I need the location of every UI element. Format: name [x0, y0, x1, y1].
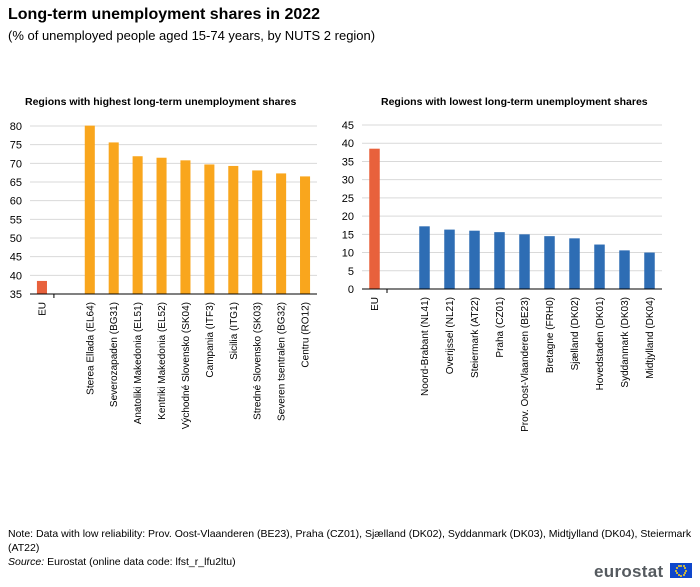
x-category-label: Kentriki Makedonia (EL52)	[157, 302, 168, 420]
page-subtitle: (% of unemployed people aged 15-74 years…	[8, 28, 376, 43]
flag-star	[677, 565, 680, 568]
flag-star	[677, 573, 680, 576]
y-tick-label: 75	[10, 140, 22, 152]
region-bar	[108, 142, 119, 294]
x-category-label: Severen tsentralen (BG32)	[277, 302, 288, 421]
x-category-label: Anatoliki Makedonia (EL51)	[133, 302, 144, 424]
left-chart-title: Regions with highest long-term unemploym…	[25, 96, 297, 108]
y-tick-label: 80	[10, 121, 22, 133]
flag-star	[682, 565, 685, 568]
source-text: Eurostat (online data code: lfst_r_lfu2l…	[44, 556, 236, 568]
region-bar	[252, 170, 263, 294]
flag-star	[675, 567, 678, 569]
y-tick-label: 60	[10, 196, 22, 208]
y-tick-label: 55	[10, 214, 22, 226]
flag-star	[680, 574, 682, 577]
x-category-label: Centru (RO12)	[301, 302, 312, 368]
y-tick-label: 65	[10, 177, 22, 189]
flag-star	[685, 569, 687, 572]
x-category-label: Severozapaden (BG31)	[109, 302, 120, 407]
region-bar	[156, 157, 167, 294]
y-tick-label: 50	[10, 233, 22, 245]
page-title: Long-term unemployment shares in 2022	[8, 6, 321, 23]
y-tick-label: 45	[10, 252, 22, 264]
x-category-label: EU	[37, 302, 48, 316]
eurostat-logo: eurostat	[594, 562, 664, 581]
x-category-label: Campania (ITF3)	[205, 302, 216, 378]
right-chart-title: Regions with lowest long-term unemployme…	[381, 96, 648, 108]
flag-star	[680, 564, 682, 567]
source-line: Source: Eurostat (online data code: lfst…	[8, 556, 236, 568]
flag-star	[675, 572, 678, 574]
region-bar	[276, 173, 287, 294]
region-bar	[84, 125, 95, 294]
eu-flag-icon	[670, 563, 692, 578]
flag-star	[684, 567, 687, 569]
x-category-label: Stredné Slovensko (SK03)	[253, 302, 264, 420]
x-category-label: Sterea Ellada (EL64)	[85, 302, 96, 395]
region-bar	[180, 160, 191, 294]
flag-star	[682, 573, 685, 576]
y-tick-label: 40	[10, 270, 22, 282]
region-bar	[132, 156, 143, 294]
region-bar	[300, 176, 311, 294]
region-bar	[204, 164, 215, 294]
x-category-label: Sicilia (ITG1)	[229, 302, 240, 360]
region-bar	[228, 165, 239, 294]
highest-shares-chart: 35 40 45 50 55 60 65 70 75 80 EU Sterea Ellada (EL6…	[10, 121, 317, 429]
footnote: Note: Data with low reliability: Prov. O…	[8, 528, 692, 554]
y-tick-label: 70	[10, 158, 22, 170]
source-label: Source:	[8, 556, 45, 568]
flag-star	[675, 569, 677, 572]
flag-star	[684, 572, 687, 574]
eu-bar	[36, 280, 47, 294]
x-category-label: Východné Slovensko (SK04)	[181, 302, 192, 429]
y-tick-label: 35	[10, 289, 22, 301]
